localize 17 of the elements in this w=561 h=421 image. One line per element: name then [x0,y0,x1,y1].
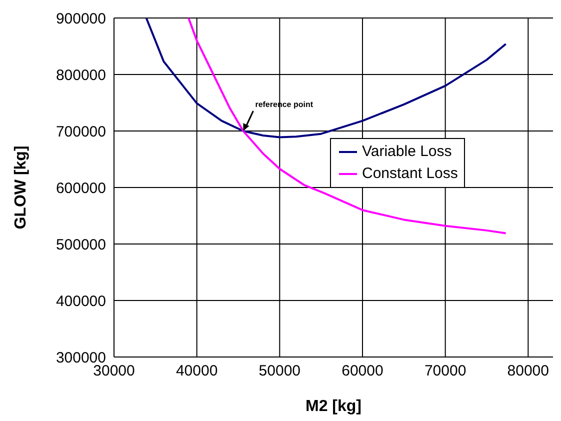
x-tick-label: 80000 [507,362,550,380]
y-tick-label: 500000 [56,236,106,254]
x-tick-label: 40000 [176,362,218,380]
x-tick-label: 70000 [424,362,466,380]
y-tick-label: 800000 [56,66,106,84]
y-tick-label: 900000 [56,10,106,28]
x-axis-title: M2 [kg] [306,398,362,415]
y-tick-label: 400000 [56,292,106,310]
y-axis-title: GLOW [kg] [12,146,30,230]
x-tick-label: 50000 [258,362,301,380]
y-tick-label: 600000 [56,180,106,197]
x-tick-label: 60000 [342,362,384,380]
line-series [145,18,507,138]
legend-label: Constant Loss [362,164,458,184]
y-tick-label: 700000 [56,123,106,140]
line-series [188,18,507,234]
legend-label: Variable Loss [362,142,452,162]
